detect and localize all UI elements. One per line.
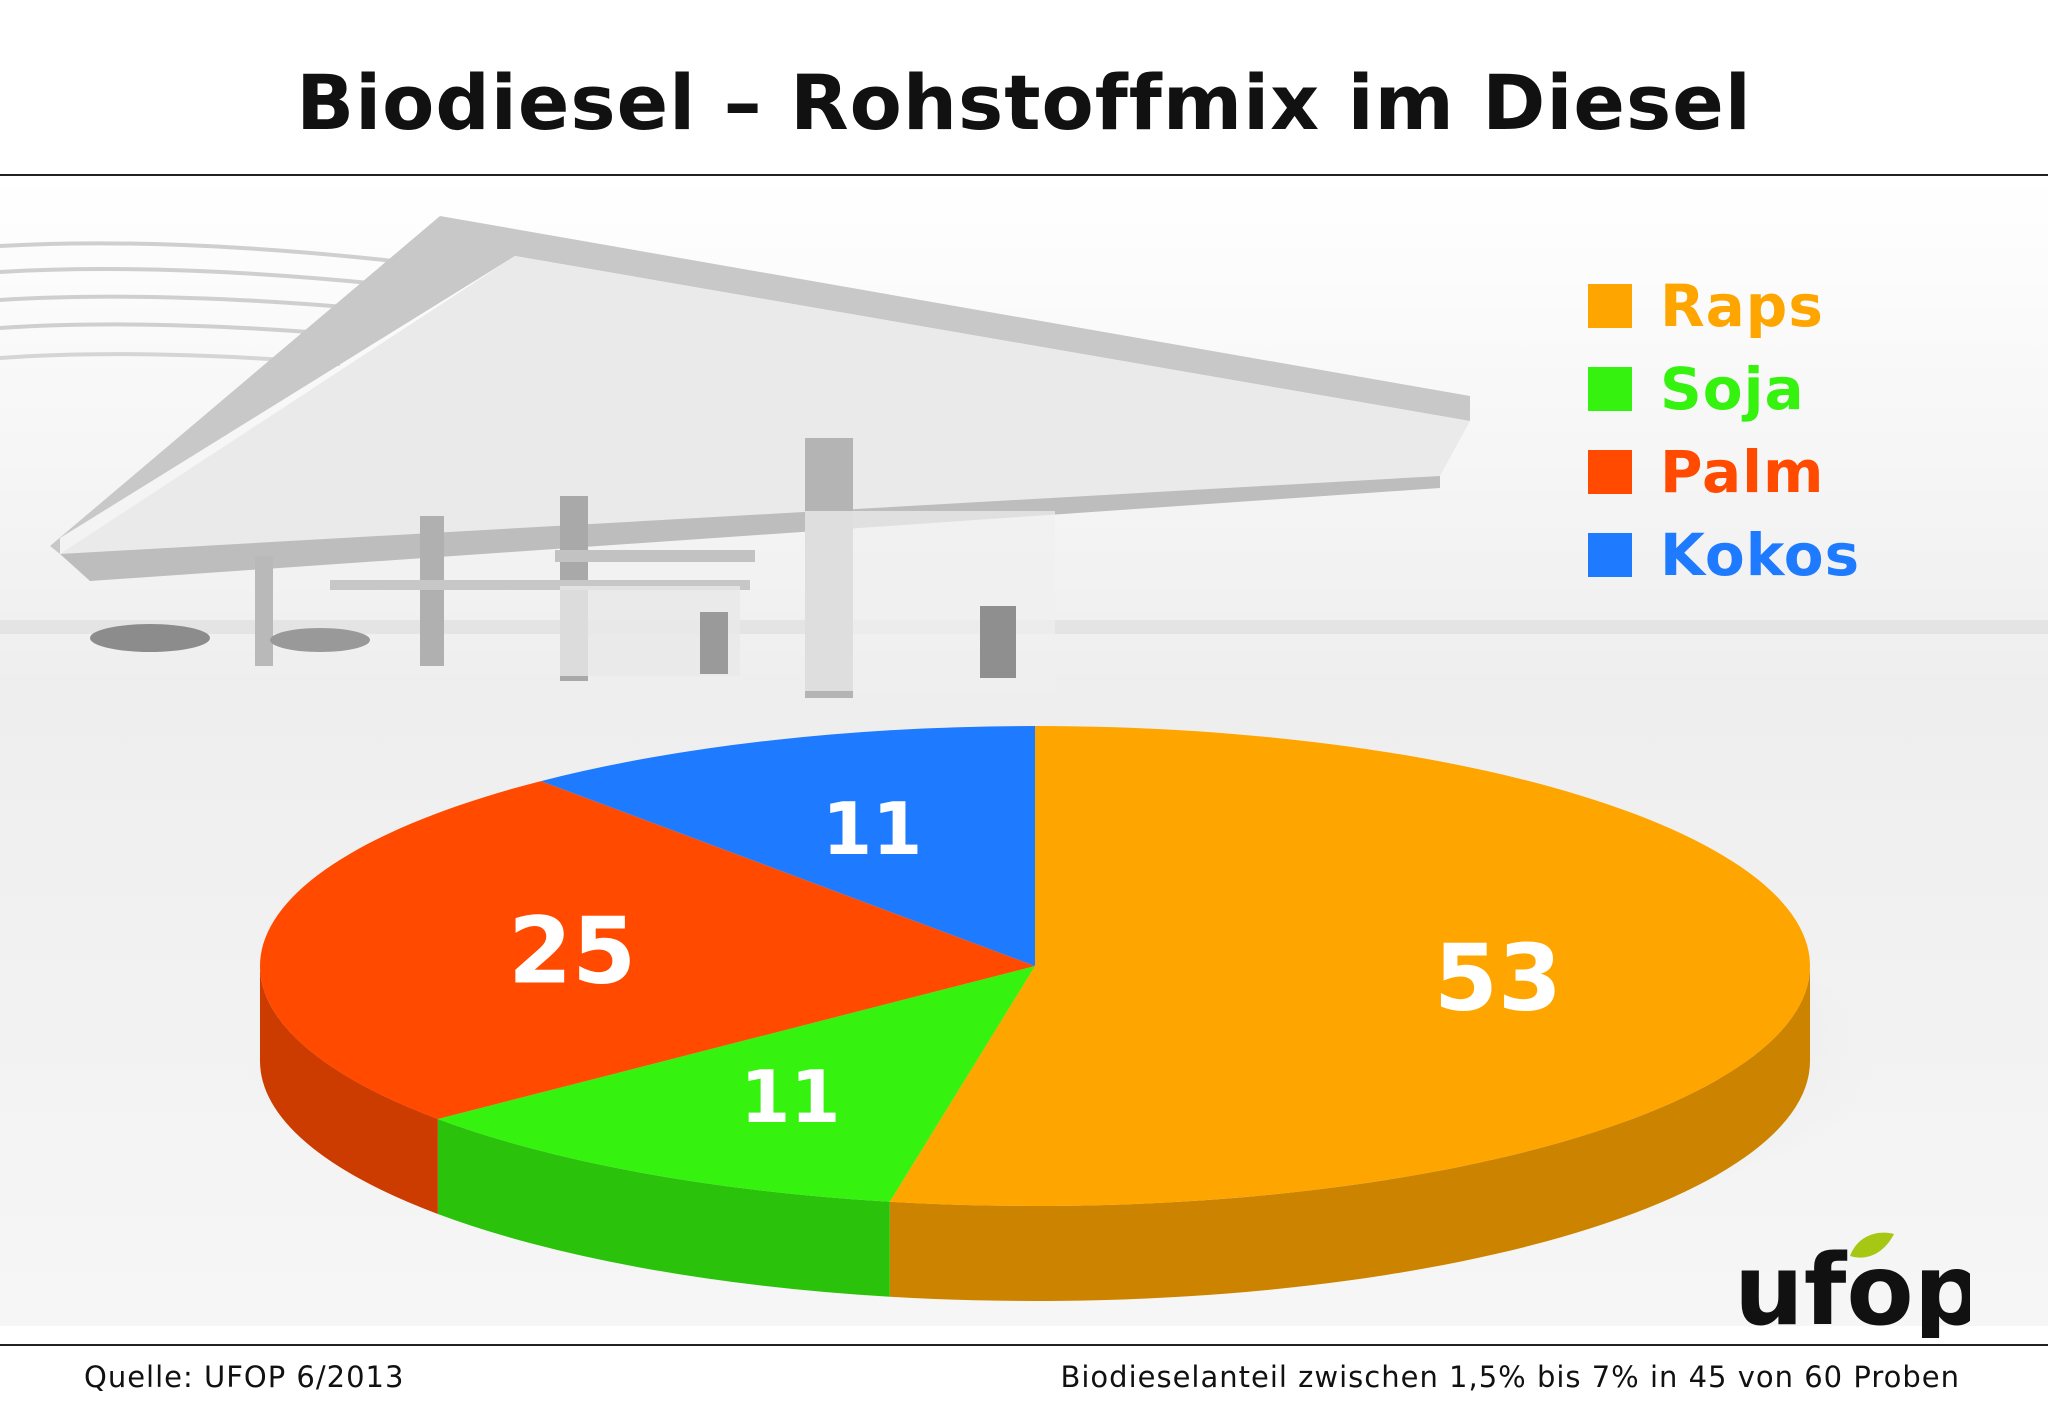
pie-top-faces	[260, 726, 1811, 1206]
legend-item: Kokos	[1588, 513, 1860, 596]
pie-label-kokos: 11	[822, 787, 922, 871]
logo-wordmark: ufop	[1734, 1234, 1970, 1338]
pie-data-labels: 53 11 25 11	[508, 787, 1562, 1139]
pie-label-soja: 11	[740, 1055, 840, 1139]
legend-label: Palm	[1660, 437, 1825, 506]
legend-item: Soja	[1588, 347, 1860, 430]
legend-label: Kokos	[1660, 520, 1861, 589]
footer-divider	[0, 1344, 2048, 1346]
chart-legend: Raps Soja Palm Kokos	[1588, 264, 1860, 596]
title-divider	[0, 174, 2048, 176]
legend-label: Soja	[1660, 354, 1805, 423]
pie-slice-raps	[889, 726, 1811, 1206]
pie-label-palm: 25	[508, 897, 636, 1004]
legend-swatch	[1588, 283, 1632, 328]
legend-label: Raps	[1660, 271, 1824, 340]
legend-swatch	[1588, 532, 1632, 577]
pie-chart: 53 11 25 11	[0, 176, 2048, 1326]
source-note: Quelle: UFOP 6/2013	[84, 1360, 405, 1394]
pie-slice-kokos	[540, 726, 1035, 966]
pie-side-raps	[889, 966, 1810, 1301]
leaf-icon	[1850, 1232, 1894, 1258]
page-title: Biodiesel – Rohstoffmix im Diesel	[296, 58, 1752, 147]
pie-side-palm	[260, 966, 438, 1214]
legend-swatch	[1588, 366, 1632, 411]
pie-slice-palm	[260, 781, 1036, 1119]
sample-note: Biodieselanteil zwischen 1,5% bis 7% in …	[1060, 1360, 1960, 1394]
pie-label-raps: 53	[1434, 925, 1562, 1032]
pie-slice-soja	[437, 966, 1035, 1202]
pie-side-soja	[437, 1118, 890, 1297]
legend-swatch	[1588, 449, 1632, 494]
legend-item: Raps	[1588, 264, 1860, 347]
pie-side-walls	[260, 966, 1810, 1301]
legend-item: Palm	[1588, 430, 1860, 513]
ufop-logo: ufop	[1734, 1232, 1970, 1338]
